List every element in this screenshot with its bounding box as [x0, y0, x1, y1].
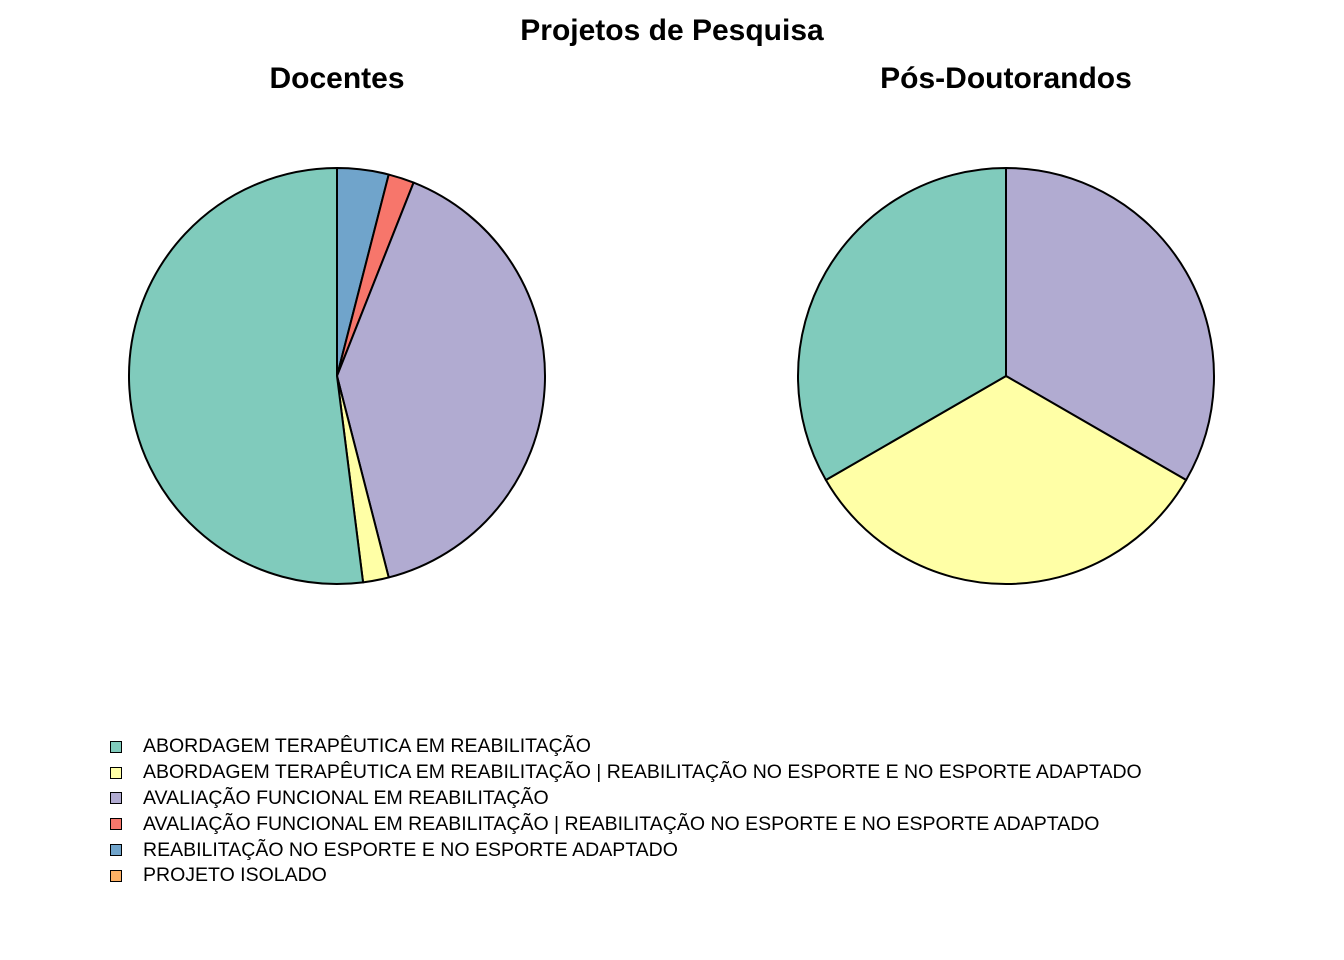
legend-item: AVALIAÇÃO FUNCIONAL EM REABILITAÇÃO — [110, 786, 1142, 812]
legend-label: AVALIAÇÃO FUNCIONAL EM REABILITAÇÃO | RE… — [143, 812, 1100, 835]
pie-pos-doutorandos — [797, 167, 1215, 585]
legend-item: PROJETO ISOLADO — [110, 863, 1142, 889]
legend-swatch — [110, 818, 122, 831]
pie-slice-pos-doutorandos-1 — [824, 375, 1188, 585]
legend-swatch — [110, 869, 122, 882]
legend-label: ABORDAGEM TERAPÊUTICA EM REABILITAÇÃO — [143, 735, 591, 758]
legend-item: AVALIAÇÃO FUNCIONAL EM REABILITAÇÃO | RE… — [110, 811, 1142, 837]
legend-swatch — [110, 844, 122, 857]
legend-label: REABILITAÇÃO NO ESPORTE E NO ESPORTE ADA… — [143, 838, 678, 861]
legend-swatch — [110, 740, 122, 753]
pie-title-docentes: Docentes — [269, 62, 405, 95]
legend-label: ABORDAGEM TERAPÊUTICA EM REABILITAÇÃO | … — [143, 761, 1142, 784]
pie-slice-pos-doutorandos-0 — [797, 167, 1007, 481]
legend-swatch — [110, 766, 122, 779]
legend-item: ABORDAGEM TERAPÊUTICA EM REABILITAÇÃO | … — [110, 760, 1142, 786]
legend: ABORDAGEM TERAPÊUTICA EM REABILITAÇÃO ABO… — [110, 734, 1142, 889]
chart-main-title: Projetos de Pesquisa — [520, 14, 824, 47]
legend-item: REABILITAÇÃO NO ESPORTE E NO ESPORTE ADA… — [110, 837, 1142, 863]
legend-item: ABORDAGEM TERAPÊUTICA EM REABILITAÇÃO — [110, 734, 1142, 760]
pie-docentes — [128, 167, 546, 585]
pie-slice-docentes-2 — [336, 181, 546, 579]
pie-title-pos-doutorandos: Pós-Doutorandos — [880, 62, 1132, 95]
pie-charts-canvas — [128, 167, 1215, 585]
legend-label: AVALIAÇÃO FUNCIONAL EM REABILITAÇÃO — [143, 786, 549, 809]
pie-slice-pos-doutorandos-2 — [1005, 167, 1215, 481]
pie-slice-docentes-0 — [128, 167, 365, 585]
legend-swatch — [110, 792, 122, 805]
legend-label: PROJETO ISOLADO — [143, 864, 327, 887]
